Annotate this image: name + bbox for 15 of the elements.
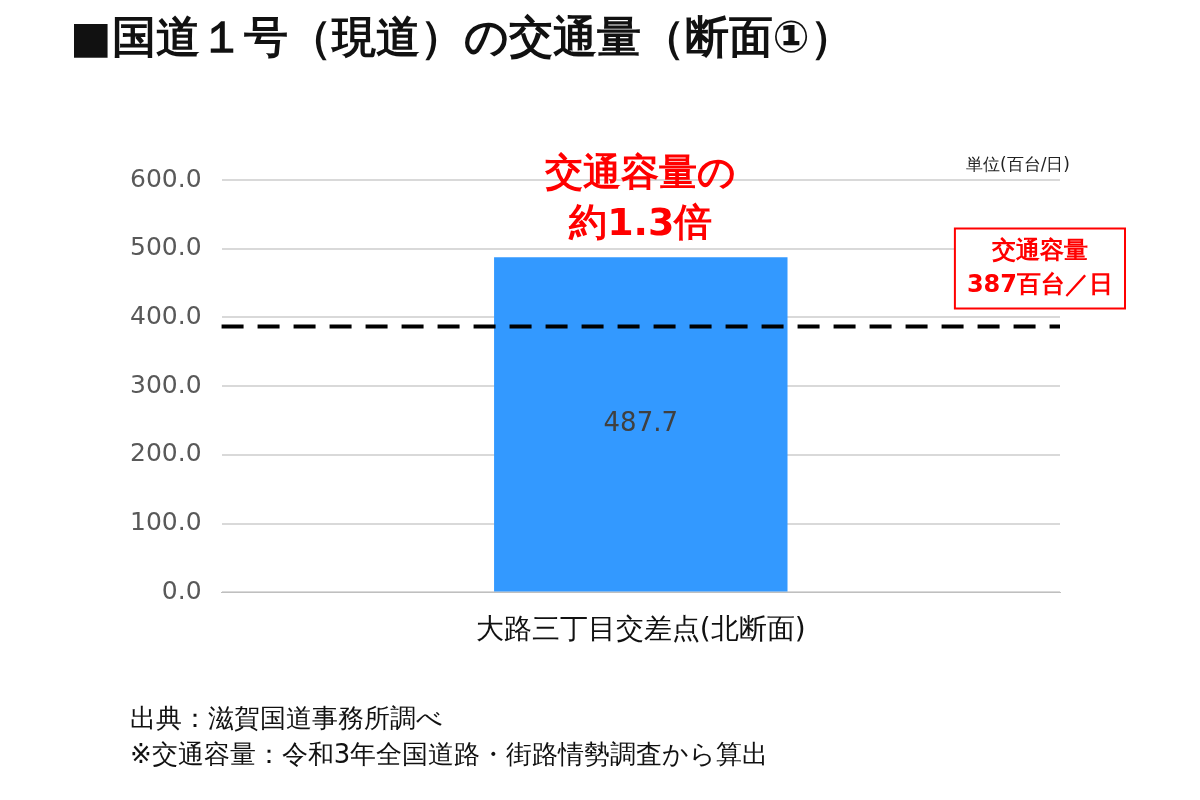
y-tick-label: 200.0	[129, 438, 202, 468]
ref-line-label: 交通容量387百台／日	[966, 235, 1114, 298]
text: 単位(百台/日)	[966, 153, 1070, 174]
chart-title: ■国道１号（現道）の交通量（断面①）	[70, 10, 854, 64]
data-label: 487.7	[603, 407, 678, 438]
x-tick-label: 大路三丁目交差点(北断面)	[475, 612, 806, 646]
annotation: 交通容量の約1.3倍	[544, 150, 737, 245]
y-tick-label: 500.0	[129, 232, 202, 262]
y-tick-label: 400.0	[129, 300, 202, 330]
y-tick-label: 600.0	[129, 163, 202, 193]
text: ※交通容量：令和3年全国道路・街路情勢調査から算出	[130, 738, 769, 771]
y-tick-label: 0.0	[161, 575, 202, 605]
y-tick-label: 100.0	[129, 507, 202, 537]
y-tick-label: 300.0	[129, 369, 202, 399]
source-note: 出典：滋賀国道事務所調べ	[130, 702, 444, 735]
